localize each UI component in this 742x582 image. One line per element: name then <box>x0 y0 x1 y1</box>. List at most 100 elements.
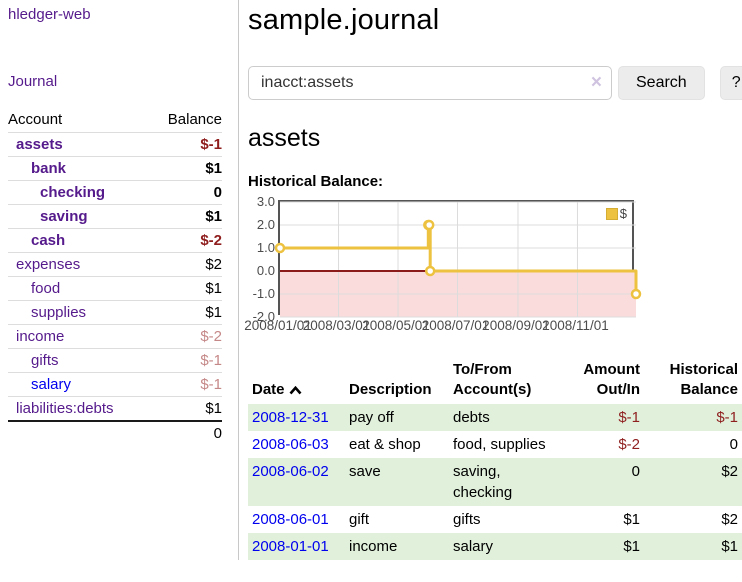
account-balance: $1 <box>205 400 222 417</box>
account-balance: $-2 <box>200 232 222 249</box>
sidebar-account-food[interactable]: food <box>31 280 61 297</box>
page: hledger-web Journal Account Balance asse… <box>0 0 742 560</box>
sidebar-account-saving[interactable]: saving <box>40 208 88 225</box>
sidebar-account-liabilities-debts[interactable]: liabilities:debts <box>16 400 114 417</box>
sidebar-account-assets[interactable]: assets <box>16 136 63 153</box>
register-table: Date Description To/From Account(s) Amou… <box>248 358 742 560</box>
transaction-amount: 0 <box>562 458 644 506</box>
x-tick-label: 2008/11/01 <box>542 318 609 333</box>
search-button[interactable]: Search <box>618 66 705 100</box>
y-tick-label: -1.0 <box>252 286 275 301</box>
transaction-balance: $2 <box>721 511 738 528</box>
accounts-table-header: Account Balance <box>8 108 222 132</box>
sidebar-account-supplies[interactable]: supplies <box>31 304 87 321</box>
y-tick-label: 1.0 <box>256 240 275 255</box>
account-row: bank $1 <box>8 156 222 180</box>
chart-legend: $ <box>603 205 629 222</box>
register-row: 2008-12-31 pay off debts $-1 $-1 <box>248 404 742 431</box>
transaction-description: pay off <box>345 404 449 431</box>
account-balance: $1 <box>205 280 222 297</box>
transaction-description: save <box>345 458 449 506</box>
y-tick-label: 3.0 <box>256 194 275 209</box>
transaction-date-link[interactable]: 2008-06-03 <box>252 436 329 453</box>
y-tick-label: 0.0 <box>256 263 275 278</box>
transaction-date-link[interactable]: 2008-06-02 <box>252 463 329 480</box>
sidebar-account-salary[interactable]: salary <box>31 376 72 393</box>
account-balance: $-1 <box>200 376 222 393</box>
y-tick-label: -2.0 <box>252 309 275 324</box>
register-row: 2008-06-03 eat & shop food, supplies $-2… <box>248 431 742 458</box>
sidebar-account-gifts[interactable]: gifts <box>31 352 59 369</box>
account-balance: $-1 <box>200 136 222 153</box>
account-balance: 0 <box>213 184 222 201</box>
column-header-description[interactable]: Description <box>349 381 432 398</box>
account-balance: $1 <box>205 160 222 177</box>
x-tick-label: 2008/05/01 <box>362 318 430 333</box>
accounts-header-balance: Balance <box>167 111 222 128</box>
sidebar-item-journal[interactable]: Journal <box>8 73 58 90</box>
account-row: saving $1 <box>8 204 222 228</box>
account-balance: $-2 <box>200 328 222 345</box>
app-title-link[interactable]: hledger-web <box>8 6 91 23</box>
transaction-balance: $2 <box>644 458 742 506</box>
search-help-button[interactable]: ? <box>719 66 742 100</box>
account-row: supplies $1 <box>8 300 222 324</box>
account-heading: assets <box>248 124 321 152</box>
accounts-total-value: 0 <box>213 425 222 442</box>
transaction-amount: $1 <box>562 533 644 560</box>
transaction-accounts: gifts <box>453 511 481 528</box>
transaction-accounts: food, supplies <box>453 436 546 453</box>
account-row: income $-2 <box>8 324 222 348</box>
transaction-date-link[interactable]: 2008-01-01 <box>252 538 329 555</box>
register-row: 2008-01-01 income salary $1 $1 <box>248 533 742 560</box>
sidebar-account-checking[interactable]: checking <box>40 184 106 201</box>
data-point-marker <box>423 219 435 231</box>
accounts-total-row: 0 <box>8 420 222 445</box>
data-point-marker <box>630 288 642 300</box>
search-input[interactable] <box>248 66 612 100</box>
legend-label: $ <box>619 206 627 221</box>
balance-line-chart <box>274 201 642 318</box>
sidebar-account-expenses[interactable]: expenses <box>16 256 81 273</box>
transaction-balance: $1 <box>644 533 742 560</box>
accounts-header-account: Account <box>8 111 63 128</box>
transaction-description: income <box>345 533 449 560</box>
account-row: checking 0 <box>8 180 222 204</box>
accounts-table: Account Balance assets $-1 bank $1 check… <box>8 108 222 445</box>
sidebar-account-bank[interactable]: bank <box>31 160 67 177</box>
column-header-balance[interactable]: Historical Balance <box>669 361 738 398</box>
account-row: cash $-2 <box>8 228 222 252</box>
account-row: expenses $2 <box>8 252 222 276</box>
account-balance: $-1 <box>200 352 222 369</box>
chart-plot-area: $ 3.0 2.0 1.0 0.0 -1.0 -2.0 <box>253 194 642 324</box>
data-point-marker <box>424 265 436 277</box>
transaction-date-link[interactable]: 2008-06-01 <box>252 511 329 528</box>
account-balance: $1 <box>205 304 222 321</box>
sidebar: hledger-web Journal Account Balance asse… <box>0 0 239 560</box>
legend-swatch <box>605 207 618 220</box>
sidebar-account-cash[interactable]: cash <box>31 232 66 249</box>
account-balance: $1 <box>205 208 222 225</box>
historical-balance-chart: $ 3.0 2.0 1.0 0.0 -1.0 -2.0 2008/01/01 2008/03… <box>244 194 742 337</box>
column-header-date[interactable]: Date <box>248 358 345 404</box>
transaction-description: eat & shop <box>349 436 421 453</box>
account-balance: $2 <box>205 256 222 273</box>
transaction-date-link[interactable]: 2008-12-31 <box>252 409 329 426</box>
transaction-accounts: saving, checking <box>449 458 562 506</box>
page-title: sample.journal <box>248 4 440 36</box>
account-row: liabilities:debts $1 <box>8 396 222 420</box>
sort-ascending-icon <box>289 381 302 401</box>
clear-search-icon[interactable]: × <box>590 72 602 93</box>
x-tick-label: 2008/07/01 <box>421 318 490 333</box>
column-header-amount[interactable]: Amount Out/In <box>583 361 640 398</box>
transaction-balance: $-1 <box>644 404 742 431</box>
x-tick-label: 2008/03/01 <box>302 318 371 333</box>
account-row: gifts $-1 <box>8 348 222 372</box>
column-header-accounts[interactable]: To/From Account(s) <box>453 361 532 398</box>
sidebar-account-income[interactable]: income <box>16 328 65 345</box>
register-row: 2008-06-02 save saving, checking 0 $2 <box>248 458 742 506</box>
x-tick-label: 2008/01/01 <box>244 318 312 333</box>
transaction-balance: 0 <box>729 436 738 453</box>
transaction-amount: $-2 <box>618 436 640 453</box>
search-box: × <box>248 66 612 100</box>
